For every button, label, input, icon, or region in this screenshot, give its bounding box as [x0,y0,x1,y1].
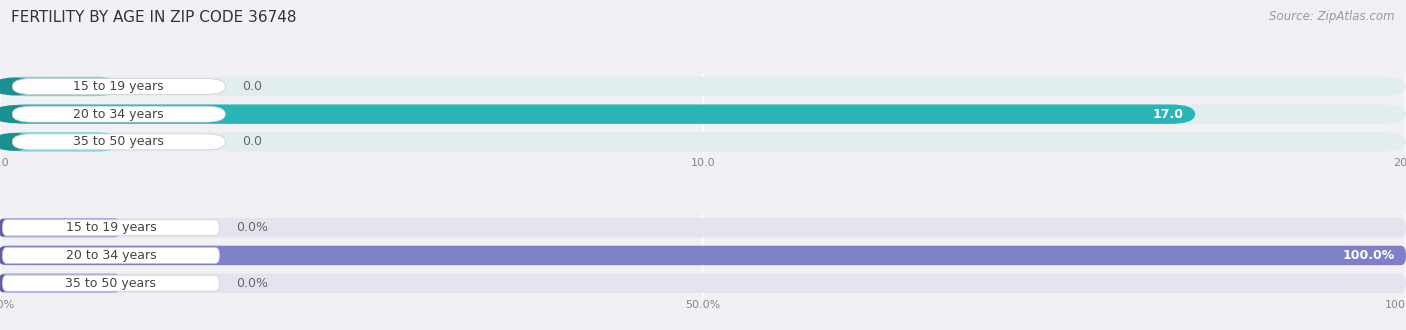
FancyBboxPatch shape [0,246,1406,265]
Circle shape [0,106,35,122]
Circle shape [0,134,35,150]
FancyBboxPatch shape [13,106,225,122]
Text: 15 to 19 years: 15 to 19 years [66,221,156,234]
FancyBboxPatch shape [0,274,120,293]
Text: 0.0%: 0.0% [236,277,269,290]
Circle shape [0,219,7,236]
FancyBboxPatch shape [0,218,120,238]
FancyBboxPatch shape [0,105,1406,124]
Text: 15 to 19 years: 15 to 19 years [73,80,165,93]
Text: 100.0%: 100.0% [1343,249,1395,262]
Text: 0.0%: 0.0% [236,221,269,234]
FancyBboxPatch shape [0,105,1195,124]
Text: 0.0: 0.0 [242,80,262,93]
Text: Source: ZipAtlas.com: Source: ZipAtlas.com [1270,10,1395,23]
FancyBboxPatch shape [0,132,120,151]
Circle shape [0,247,7,264]
FancyBboxPatch shape [0,218,1406,238]
FancyBboxPatch shape [3,220,219,236]
FancyBboxPatch shape [13,79,225,94]
FancyBboxPatch shape [3,248,219,263]
FancyBboxPatch shape [13,134,225,150]
Text: 0.0: 0.0 [242,135,262,148]
Circle shape [0,275,7,291]
FancyBboxPatch shape [3,275,219,291]
Circle shape [0,78,35,95]
FancyBboxPatch shape [0,132,1406,151]
Text: 20 to 34 years: 20 to 34 years [73,108,165,121]
Text: 20 to 34 years: 20 to 34 years [66,249,156,262]
Text: 35 to 50 years: 35 to 50 years [66,277,156,290]
Text: 17.0: 17.0 [1153,108,1184,121]
Text: FERTILITY BY AGE IN ZIP CODE 36748: FERTILITY BY AGE IN ZIP CODE 36748 [11,10,297,25]
FancyBboxPatch shape [0,274,1406,293]
FancyBboxPatch shape [0,77,1406,96]
Text: 35 to 50 years: 35 to 50 years [73,135,165,148]
FancyBboxPatch shape [0,246,1406,265]
FancyBboxPatch shape [0,77,120,96]
